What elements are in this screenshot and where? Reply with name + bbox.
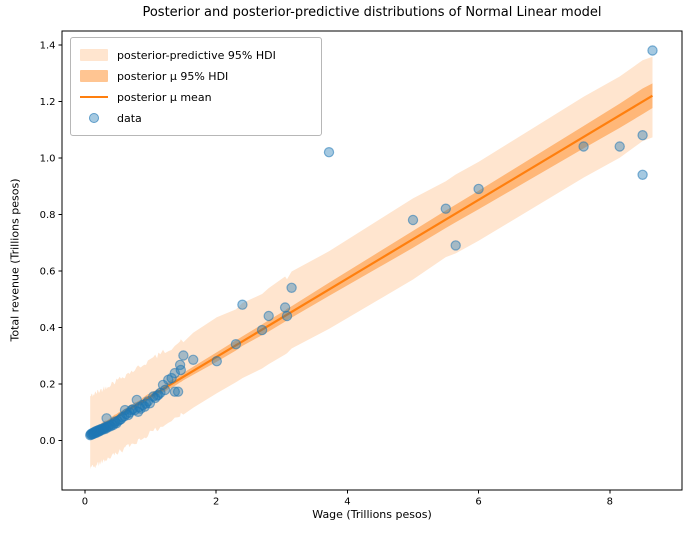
data-point: [187, 354, 199, 365]
y-tick-label: 1.0: [40, 153, 56, 164]
x-tick-label: 6: [475, 497, 481, 508]
y-tick-label: 0.8: [40, 210, 56, 221]
data-point: [279, 302, 291, 313]
y-tick-label: 0.2: [40, 379, 56, 390]
legend-item: posterior-predictive 95% HDI: [80, 45, 312, 65]
x-axis-label: Wage (Trillions pesos): [312, 508, 432, 521]
data-point: [450, 240, 461, 251]
data-point: [169, 367, 180, 379]
data-point: [323, 146, 335, 158]
data-point: [286, 282, 297, 293]
legend-patch-swatch: [80, 70, 108, 82]
legend-label: data: [117, 111, 142, 125]
legend-marker-swatch-wrap: [80, 113, 108, 123]
data-point: [172, 386, 184, 397]
data-point: [159, 384, 171, 396]
y-tick-label: 1.2: [40, 97, 56, 108]
data-point: [281, 310, 293, 322]
legend-label: posterior-predictive 95% HDI: [117, 48, 276, 62]
y-tick-label: 1.4: [40, 40, 56, 51]
legend-line-swatch: [80, 95, 108, 99]
data-point: [169, 386, 180, 397]
data-point: [473, 183, 484, 195]
legend: posterior-predictive 95% HDI posterior μ …: [70, 37, 322, 136]
y-axis-label: Total revenue (Trillions pesos): [8, 178, 22, 342]
data-point: [230, 339, 242, 350]
data-point: [178, 350, 189, 361]
data-point: [637, 129, 648, 141]
chart-title: Posterior and posterior-predictive distr…: [142, 5, 602, 20]
data-point: [647, 45, 658, 56]
data-point: [175, 364, 186, 376]
legend-item: posterior μ 95% HDI: [80, 66, 312, 86]
data-point: [578, 141, 589, 152]
posterior-mu-mean-line: [89, 94, 654, 434]
legend-patch-swatch: [80, 49, 108, 61]
y-tick-label: 0.4: [40, 323, 56, 334]
x-tick-label: 4: [344, 497, 350, 508]
data-point: [440, 203, 451, 214]
axes-box: [61, 30, 683, 491]
data-point: [637, 169, 648, 180]
x-tick-label: 2: [213, 497, 219, 508]
data-point: [263, 310, 274, 322]
legend-item: data: [80, 108, 312, 128]
data-point: [407, 214, 419, 226]
x-tick-label: 8: [607, 497, 613, 508]
data-point: [237, 299, 248, 310]
y-tick-label: 0.6: [40, 266, 56, 277]
data-point: [211, 356, 222, 367]
x-tick-label: 0: [82, 497, 88, 508]
legend-item: posterior μ mean: [80, 87, 312, 107]
legend-label: posterior μ 95% HDI: [117, 69, 229, 83]
legend-marker-swatch: [89, 113, 99, 123]
data-point: [256, 324, 268, 336]
data-point: [614, 141, 625, 152]
posterior-mu-hdi-band: [90, 83, 653, 435]
y-tick-label: 0.0: [40, 436, 56, 447]
legend-label: posterior μ mean: [117, 90, 212, 104]
